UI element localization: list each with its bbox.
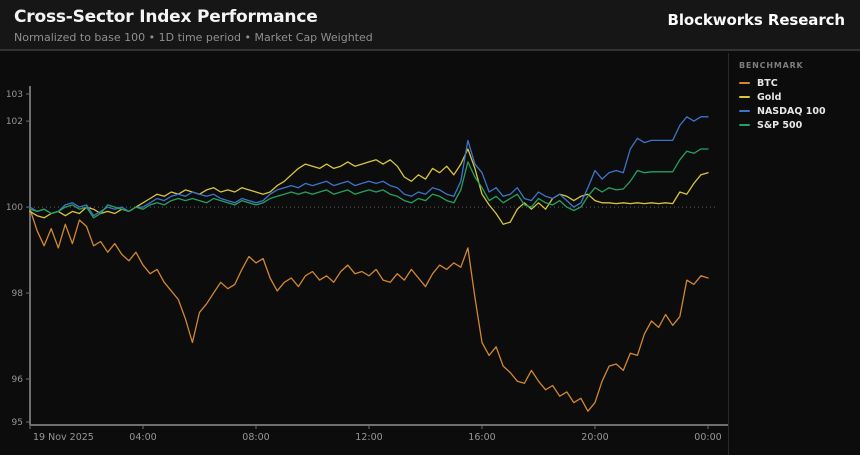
- x-tick-label: 00:00: [694, 432, 721, 443]
- series-line-s-p-500[interactable]: [29, 148, 709, 219]
- plot[interactable]: 103 102 100 98 96 95 19 Nov 2025 04:00 08:00 12:0…: [0, 53, 730, 455]
- legend-swatch-s-p-500: [739, 124, 750, 126]
- series-line-gold[interactable]: [29, 148, 709, 225]
- series-line-btc[interactable]: [29, 208, 709, 412]
- legend-label-gold: Gold: [757, 91, 782, 103]
- series-line-nasdaq-100[interactable]: [29, 116, 709, 217]
- x-tick-label: 12:00: [355, 432, 382, 443]
- legend-swatch-gold: [739, 96, 750, 98]
- legend-item-s-p-500[interactable]: S&P 500: [739, 118, 859, 132]
- brand-wordmark: Blockworks Research: [667, 11, 846, 29]
- y-tick-label: 102: [6, 117, 23, 127]
- y-tick-label: 95: [12, 418, 23, 428]
- legend-label-btc: BTC: [757, 77, 778, 89]
- y-tick-label: 96: [12, 375, 24, 385]
- legend-panel: BENCHMARK BTC Gold NASDAQ 100 S&P 500: [728, 53, 859, 455]
- page-header: Cross-Sector Index Performance Normalize…: [0, 0, 860, 51]
- y-tick-label: 100: [6, 203, 23, 213]
- legend-label-nasdaq-100: NASDAQ 100: [757, 105, 826, 117]
- page-title: Cross-Sector Index Performance: [14, 7, 318, 27]
- legend-swatch-nasdaq-100: [739, 110, 750, 112]
- legend-item-btc[interactable]: BTC: [739, 76, 859, 90]
- legend-label-s-p-500: S&P 500: [757, 119, 803, 131]
- y-tick-label: 98: [12, 289, 24, 299]
- legend-item-nasdaq-100[interactable]: NASDAQ 100: [739, 104, 859, 118]
- y-tick-label: 103: [6, 90, 23, 100]
- legend-item-gold[interactable]: Gold: [739, 90, 859, 104]
- x-tick-label: 16:00: [468, 432, 495, 443]
- legend-heading: BENCHMARK: [739, 61, 804, 70]
- x-tick-label: 20:00: [581, 432, 608, 443]
- legend-swatch-btc: [739, 82, 750, 84]
- page-subtitle: Normalized to base 100 • 1D time period …: [14, 31, 373, 44]
- x-tick-label: 19 Nov 2025: [33, 432, 94, 443]
- chart-region: 103 102 100 98 96 95 19 Nov 2025 04:00 08:00 12:0…: [0, 53, 860, 455]
- x-tick-label: 08:00: [242, 432, 269, 443]
- x-tick-label: 04:00: [129, 432, 156, 443]
